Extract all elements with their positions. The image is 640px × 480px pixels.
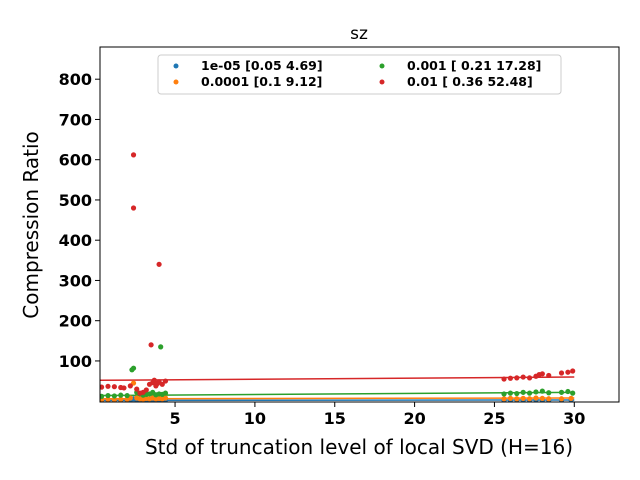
legend-box — [157, 54, 562, 95]
fit-lines — [100, 376, 575, 402]
y-tick-label: 300 — [59, 271, 92, 290]
fit-line-series-2 — [100, 391, 575, 397]
plot-content — [100, 152, 576, 402]
point-series-2-23 — [533, 389, 539, 395]
x-tick-label: 25 — [483, 409, 505, 428]
point-series-2-26 — [558, 389, 565, 395]
point-series-3-22 — [501, 376, 507, 382]
point-series-3-15 — [151, 377, 157, 383]
point-series-3-26 — [526, 375, 533, 381]
point-series-2-28 — [570, 390, 576, 396]
x-tick-label: 20 — [403, 409, 425, 428]
point-series-1-25 — [558, 396, 565, 402]
point-series-2-1 — [105, 392, 111, 399]
x-axis-ticks: 5 10 15 20 25 30 — [169, 402, 585, 428]
point-series-2-25 — [546, 390, 552, 396]
point-series-2-0 — [100, 393, 105, 399]
y-axis-ticks: 100 200 300 400 500 600 700 800 — [59, 70, 100, 371]
legend-entry-0.01: 0.01 [ 0.36 52.48] — [407, 74, 533, 89]
point-series-1-26 — [568, 395, 574, 401]
x-tick-label: 30 — [563, 409, 585, 428]
point-series-3-7 — [130, 205, 137, 211]
point-series-3-1 — [105, 383, 111, 389]
point-series-1-23 — [539, 395, 545, 401]
chart-title: sz — [350, 24, 368, 44]
point-series-2-15 — [158, 344, 164, 350]
y-tick-label: 100 — [59, 352, 92, 371]
point-series-3-25 — [520, 374, 526, 380]
point-series-1-3 — [118, 396, 124, 402]
point-series-2-24 — [539, 388, 545, 394]
point-series-2-22 — [526, 390, 533, 396]
point-series-2-3 — [118, 392, 124, 398]
point-series-1-20 — [520, 395, 526, 401]
legend-marker-0.01 — [379, 79, 385, 85]
point-series-1-16 — [162, 395, 169, 401]
x-tick-label: 5 — [169, 409, 180, 428]
point-series-3-20 — [159, 381, 165, 387]
point-series-2-19 — [507, 390, 514, 396]
point-series-2-20 — [514, 390, 520, 397]
point-series-2-6 — [130, 365, 137, 371]
legend-entry-0.0001: 0.0001 [0.1 9.12] — [201, 74, 322, 89]
point-series-1-19 — [514, 396, 520, 402]
point-series-3-29 — [539, 371, 545, 377]
point-series-1-17 — [501, 396, 507, 402]
x-tick-label: 15 — [324, 409, 346, 428]
point-series-1-21 — [526, 396, 533, 402]
point-series-1-2 — [111, 396, 117, 402]
y-tick-label: 600 — [59, 151, 92, 170]
fit-line-series-1 — [100, 397, 575, 400]
point-series-1-18 — [507, 395, 514, 401]
point-series-1-22 — [533, 395, 539, 401]
y-tick-label: 400 — [59, 231, 92, 250]
fit-line-series-3 — [100, 376, 575, 382]
point-series-3-13 — [148, 342, 154, 348]
legend-marker-0.0001 — [173, 79, 179, 85]
legend: 1e-05 [0.05 4.69] 0.0001 [0.1 9.12] 0.00… — [157, 54, 562, 95]
point-series-3-32 — [565, 369, 571, 375]
legend-marker-1e-05 — [173, 63, 179, 69]
point-series-3-11 — [143, 387, 149, 393]
point-series-3-23 — [507, 375, 514, 381]
point-series-3-2 — [111, 384, 117, 390]
point-series-3-5 — [127, 383, 133, 389]
x-tick-label: 10 — [244, 409, 266, 428]
point-series-3-0 — [100, 384, 105, 390]
y-tick-label: 800 — [59, 70, 92, 89]
point-series-2-17 — [162, 390, 169, 396]
y-tick-label: 200 — [59, 312, 92, 331]
point-series-1-24 — [546, 396, 552, 402]
data-points — [100, 152, 576, 402]
point-series-3-8 — [134, 386, 140, 392]
point-series-3-18 — [156, 261, 162, 267]
legend-entry-1e-05: 1e-05 [0.05 4.69] — [201, 58, 323, 73]
point-series-3-30 — [546, 372, 552, 379]
x-axis-label: Std of truncation level of local SVD (H=… — [145, 435, 573, 459]
legend-entry-0.001: 0.001 [ 0.21 17.28] — [407, 58, 541, 73]
point-series-1-1 — [105, 396, 111, 402]
y-tick-label: 500 — [59, 191, 92, 210]
point-series-2-21 — [520, 389, 526, 395]
point-series-3-31 — [558, 370, 565, 376]
point-series-3-21 — [162, 378, 169, 384]
plot-area — [100, 47, 619, 402]
legend-marker-0.001 — [379, 63, 385, 69]
plot-border — [99, 46, 620, 403]
point-series-2-2 — [111, 393, 117, 399]
point-series-2-27 — [565, 388, 571, 395]
point-series-3-6 — [130, 152, 137, 158]
y-tick-label: 700 — [59, 110, 92, 129]
point-series-3-4 — [121, 385, 127, 391]
point-series-2-18 — [501, 391, 507, 397]
point-series-3-24 — [514, 375, 520, 381]
point-series-2-4 — [124, 392, 130, 399]
y-axis-label: Compression Ratio — [19, 131, 43, 318]
point-series-3-33 — [570, 368, 576, 374]
